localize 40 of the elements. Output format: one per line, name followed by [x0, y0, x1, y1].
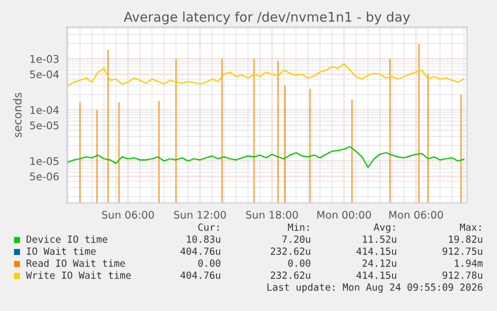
x-tick-label: Sun 06:00 [102, 210, 154, 219]
chart-title: Average latency for /dev/nvme1n1 - by day [124, 12, 410, 24]
line-series [67, 63, 465, 86]
y-tick-label: 1e-04 [30, 106, 59, 114]
text: 1.94m [454, 259, 483, 267]
text: 10.83u [187, 235, 220, 243]
text: Min: [288, 223, 309, 231]
text: 7.20u [282, 235, 310, 243]
y-tick-label: 1e-05 [30, 157, 58, 166]
y-tick-label: 5e-06 [30, 172, 59, 180]
text: 19.82u [449, 235, 482, 243]
y-axis-title: seconds [13, 92, 22, 138]
text: 404.76u [180, 271, 220, 279]
text: 404.76u [180, 247, 220, 255]
text: 232.62u [270, 271, 310, 279]
x-tick-label: Mon 06:00 [389, 210, 443, 219]
text: 232.62u [270, 247, 310, 255]
x-tick-label: Sun 18:00 [246, 210, 298, 219]
text: 912.75u [442, 247, 482, 255]
text: 414.15u [356, 248, 396, 255]
y-tick-label: 5e-04 [30, 70, 59, 78]
line-series [67, 146, 465, 168]
text: Avg: [374, 224, 395, 233]
text: 24.12u [362, 259, 396, 267]
legend-label: Device IO time [26, 235, 108, 243]
text: 912.78u [442, 271, 482, 279]
x-tick-label: Sun 12:00 [174, 210, 226, 219]
text: Last update: Mon Aug 24 09:55:09 2026 [267, 283, 482, 293]
y-tick-label: 1e-03 [30, 55, 59, 63]
text: Max: [460, 224, 481, 231]
text: 414.15u [356, 272, 396, 279]
legend-label: Write IO Wait time [26, 271, 131, 279]
text: 11.52u [363, 235, 396, 243]
text: 0.00 [288, 259, 310, 267]
y-tick-label: 5e-05 [30, 121, 58, 130]
legend-label: IO Wait time [26, 247, 96, 255]
text: Cur: [198, 223, 219, 231]
x-tick-label: Mon 00:00 [317, 210, 371, 219]
legend-label: Read IO Wait time [26, 259, 125, 267]
text: 0.00 [198, 259, 220, 267]
